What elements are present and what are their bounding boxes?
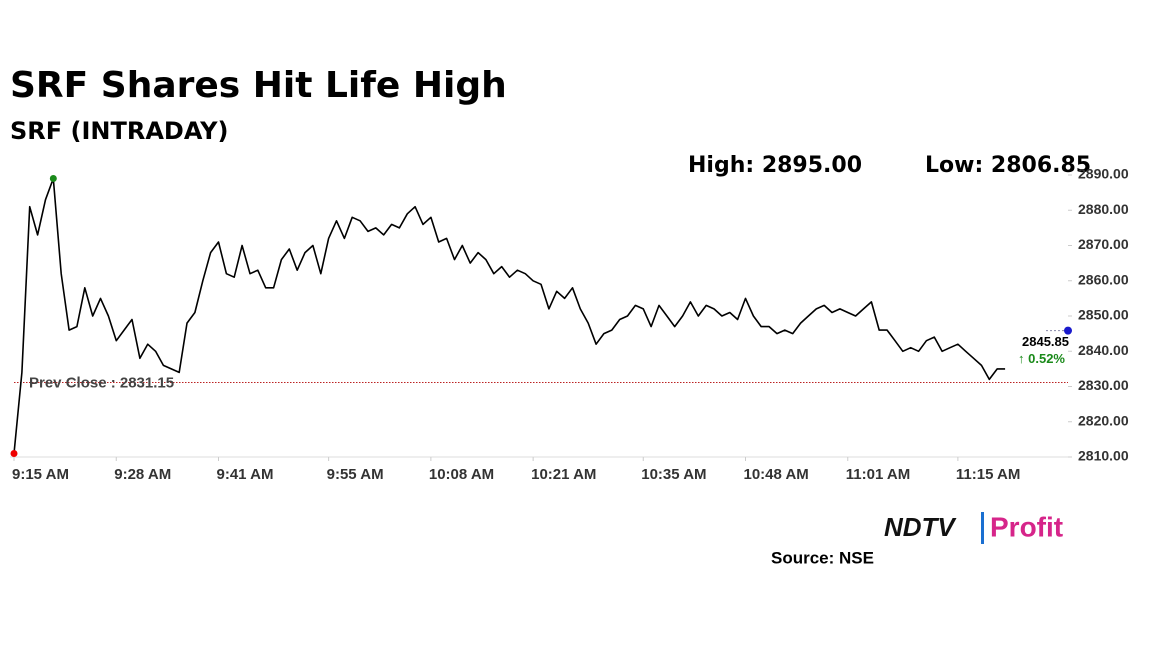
x-tick-label: 9:41 AM bbox=[217, 466, 274, 483]
y-tick-label: 2870.00 bbox=[1078, 236, 1129, 252]
low-label: Low: 2806.85 bbox=[925, 153, 1091, 178]
logo-divider bbox=[981, 512, 984, 544]
x-tick-label: 11:01 AM bbox=[846, 466, 910, 483]
y-tick-label: 2820.00 bbox=[1078, 412, 1129, 428]
x-tick-label: 10:35 AM bbox=[641, 466, 706, 483]
x-tick-label: 9:28 AM bbox=[114, 466, 171, 483]
change-label: ↑ 0.52% bbox=[1018, 351, 1065, 366]
chart-title: SRF Shares Hit Life High bbox=[10, 65, 507, 106]
open-marker bbox=[10, 449, 18, 457]
last-price-marker bbox=[1064, 326, 1072, 335]
y-tick-label: 2830.00 bbox=[1078, 377, 1129, 393]
y-tick-label: 2840.00 bbox=[1078, 342, 1129, 358]
last-price-label: 2845.85 bbox=[1022, 334, 1069, 349]
source: Source: NSE bbox=[771, 548, 874, 567]
x-tick-label: 10:21 AM bbox=[531, 466, 596, 483]
x-tick-label: 10:48 AM bbox=[744, 466, 809, 483]
logo-profit: Profit bbox=[990, 511, 1063, 542]
price-line bbox=[13, 177, 1006, 454]
high-label: High: 2895.00 bbox=[688, 153, 862, 178]
chart-subtitle: SRF (INTRADAY) bbox=[10, 117, 228, 145]
x-tick-label: 11:15 AM bbox=[956, 466, 1020, 483]
y-tick-label: 2810.00 bbox=[1078, 448, 1129, 464]
y-tick-label: 2890.00 bbox=[1078, 166, 1129, 182]
high-marker bbox=[49, 175, 57, 183]
y-tick-label: 2880.00 bbox=[1078, 201, 1129, 217]
x-tick-label: 10:08 AM bbox=[429, 466, 494, 483]
prev-close-label: Prev Close : 2831.15 bbox=[29, 374, 174, 391]
y-tick-label: 2850.00 bbox=[1078, 307, 1129, 323]
x-tick-label: 9:15 AM bbox=[12, 466, 69, 483]
x-tick-label: 9:55 AM bbox=[327, 466, 384, 483]
logo-ndtv: NDTV bbox=[884, 512, 957, 542]
y-tick-label: 2860.00 bbox=[1078, 271, 1129, 287]
